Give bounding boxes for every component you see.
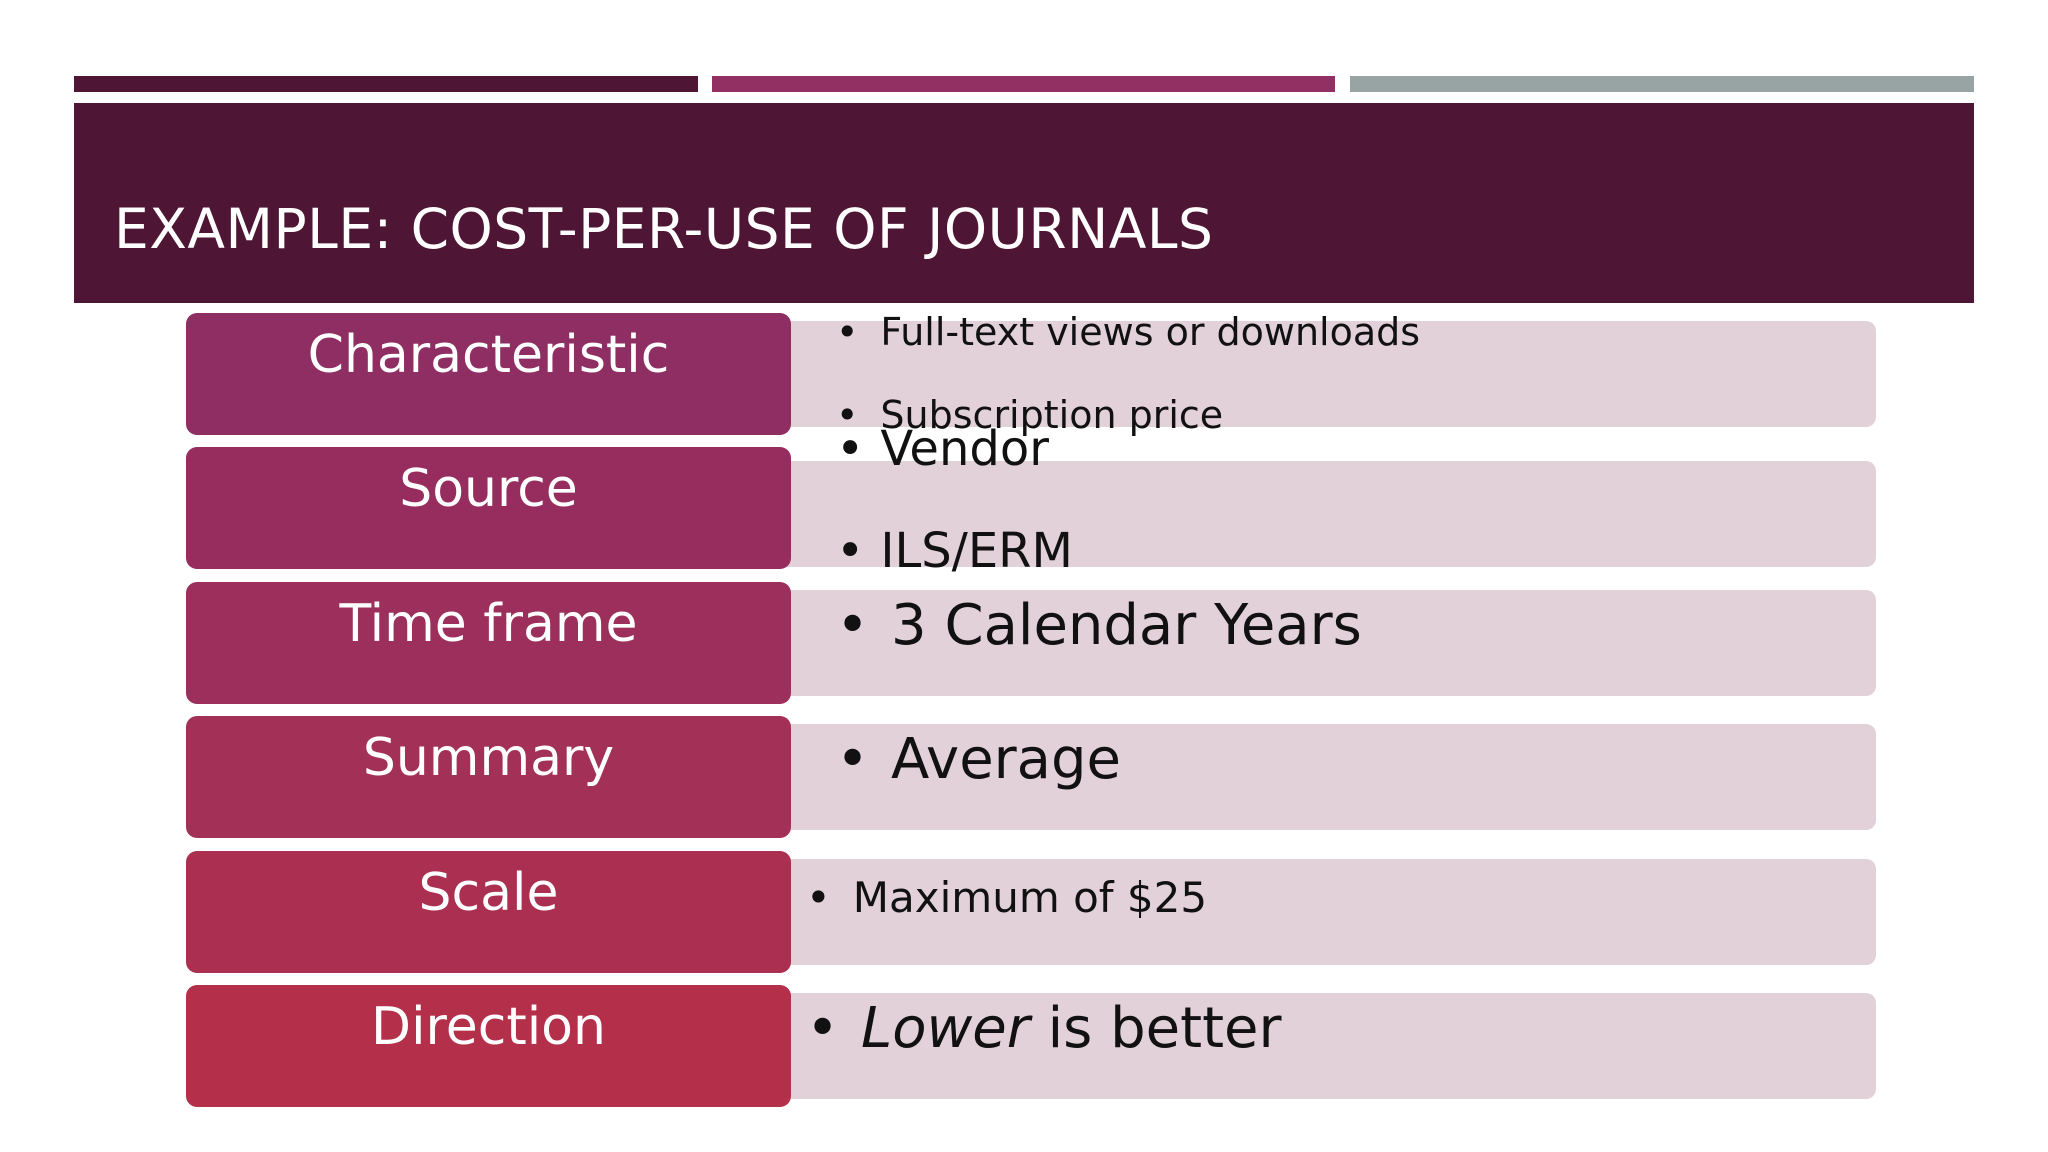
row-label: Scale: [418, 863, 559, 923]
detail-item: • Subscription price: [836, 396, 1223, 434]
detail-text: 3 Calendar Years: [891, 593, 1362, 658]
detail-item: • Full-text views or downloads: [836, 313, 1420, 351]
slide-title: EXAMPLE: COST-PER-USE OF JOURNALS: [114, 197, 1214, 261]
detail-box-characteristic: [772, 321, 1876, 427]
accent-stripe-right: [1350, 76, 1974, 92]
row-label: Source: [399, 459, 578, 519]
bullet-icon: •: [836, 310, 859, 354]
bullet-icon: •: [836, 421, 865, 477]
detail-text: Subscription price: [880, 393, 1224, 437]
emphasis-text: Lower: [861, 996, 1030, 1061]
detail-text: Maximum of $25: [852, 873, 1208, 922]
label-box-characteristic: Characteristic: [186, 313, 791, 435]
label-box-direction: Direction: [186, 985, 791, 1107]
row-label: Time frame: [339, 594, 638, 654]
bullet-icon: •: [836, 523, 865, 579]
row-time-frame: Time frame • 3 Calendar Years: [0, 582, 2048, 706]
row-scale: Scale • Maximum of $25: [0, 851, 2048, 975]
detail-item: • Vendor: [836, 425, 1049, 473]
row-label: Characteristic: [307, 325, 670, 385]
label-box-time-frame: Time frame: [186, 582, 791, 704]
label-box-summary: Summary: [186, 716, 791, 838]
row-direction: Direction • Lower is better: [0, 985, 2048, 1109]
accent-stripe-middle: [712, 76, 1335, 92]
title-bar: EXAMPLE: COST-PER-USE OF JOURNALS: [74, 103, 1974, 303]
detail-text: is better: [1029, 996, 1282, 1061]
row-label: Summary: [362, 728, 615, 788]
row-summary: Summary • Average: [0, 716, 2048, 840]
detail-box-scale: [772, 859, 1876, 965]
detail-box-source: [772, 461, 1876, 567]
detail-item: • 3 Calendar Years: [836, 598, 1362, 654]
detail-item: • ILS/ERM: [836, 527, 1073, 575]
row-label: Direction: [371, 997, 606, 1057]
detail-box-summary: [772, 724, 1876, 830]
label-box-scale: Scale: [186, 851, 791, 973]
bullet-icon: •: [806, 996, 840, 1061]
bullet-icon: •: [836, 393, 859, 437]
bullet-icon: •: [836, 727, 870, 792]
detail-item: • Average: [836, 732, 1121, 788]
detail-text: Average: [891, 727, 1121, 792]
detail-box-direction: [772, 993, 1876, 1099]
row-characteristic: Characteristic • Full-text views or down…: [0, 313, 2048, 437]
detail-box-time-frame: [772, 590, 1876, 696]
detail-text: ILS/ERM: [880, 523, 1073, 579]
bullet-icon: •: [836, 593, 870, 658]
accent-stripe-left: [74, 76, 698, 92]
detail-text: Vendor: [880, 421, 1049, 477]
label-box-source: Source: [186, 447, 791, 569]
detail-text: Full-text views or downloads: [880, 310, 1421, 354]
row-source: Source • Vendor • ILS/ERM: [0, 425, 2048, 575]
bullet-icon: •: [806, 873, 831, 922]
detail-item: • Maximum of $25: [806, 877, 1207, 919]
detail-item: • Lower is better: [806, 1001, 1282, 1057]
